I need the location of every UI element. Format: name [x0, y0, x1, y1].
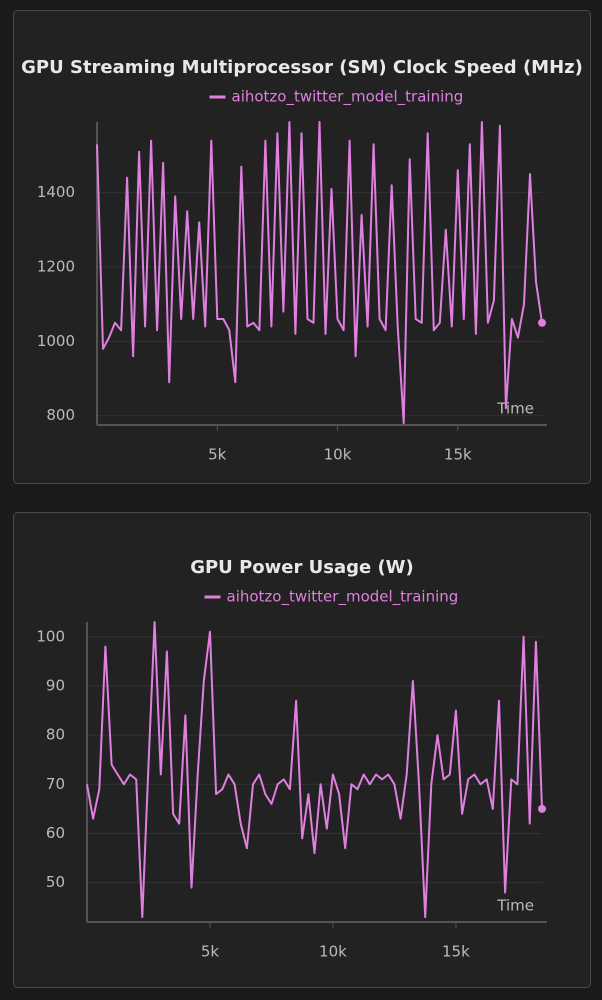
x-axis-label: Time — [496, 897, 534, 915]
x-tick-label: 10k — [324, 446, 352, 464]
legend-label: aihotzo_twitter_model_training — [227, 588, 459, 607]
y-tick-label: 800 — [46, 406, 75, 424]
y-tick-label: 70 — [46, 775, 65, 793]
x-axis-label: Time — [496, 400, 534, 418]
end-point — [538, 318, 546, 327]
y-tick-label: 1400 — [37, 183, 75, 201]
data-line — [96, 121, 543, 425]
x-tick-label: 15k — [442, 943, 470, 961]
y-tick-label: 60 — [46, 824, 65, 842]
chart-title: GPU Power Usage (W) — [190, 557, 414, 578]
y-tick-label: 1200 — [37, 257, 75, 275]
x-tick-label: 5k — [201, 943, 220, 961]
y-tick-label: 50 — [46, 873, 65, 891]
x-tick-label: 10k — [319, 943, 347, 961]
y-tick-label: 90 — [46, 676, 65, 694]
y-tick-label: 100 — [36, 627, 65, 645]
x-tick-label: 15k — [444, 446, 472, 464]
x-tick-label: 5k — [208, 446, 227, 464]
y-tick-label: 1000 — [37, 332, 75, 350]
end-point — [538, 804, 546, 813]
legend-label: aihotzo_twitter_model_training — [232, 88, 464, 107]
panel — [13, 10, 591, 484]
panel — [13, 512, 591, 988]
data-line — [86, 621, 543, 919]
chart-title: GPU Streaming Multiprocessor (SM) Clock … — [21, 57, 583, 78]
y-tick-label: 80 — [46, 726, 65, 744]
